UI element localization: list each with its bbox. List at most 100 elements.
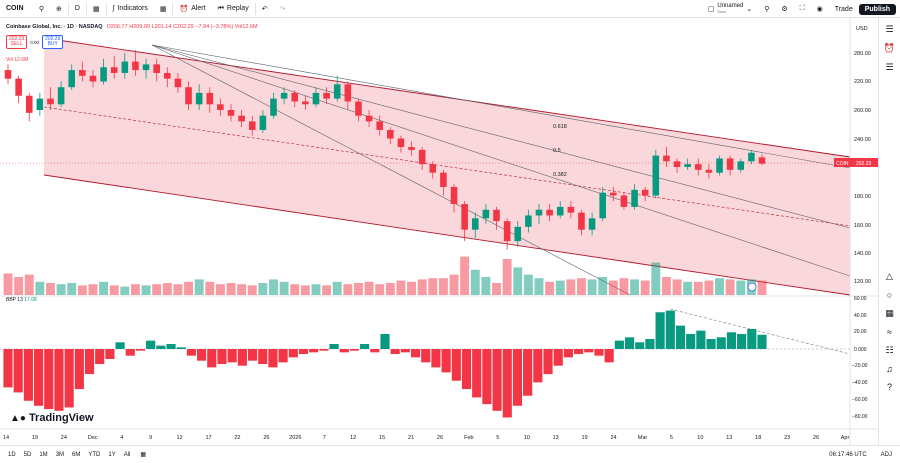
candle-body (610, 192, 617, 196)
volume-bar (587, 279, 597, 295)
candle-body (556, 206, 564, 216)
sell-button[interactable]: 202.29 SELL (6, 35, 28, 49)
volume-bar (226, 283, 236, 295)
layers-icon[interactable]: ☰ (885, 62, 894, 72)
fan-line (151, 44, 851, 229)
volume-legend[interactable]: Vol 12.6M (6, 57, 28, 63)
bbp-bar (696, 330, 706, 349)
bbp-bar (237, 349, 247, 366)
bbp-bar (54, 349, 64, 411)
bbp-bar (349, 349, 360, 351)
alert-button[interactable]: ⏰ Alert (173, 0, 211, 17)
help-icon[interactable]: ? (886, 382, 892, 392)
time-tick: 24 (61, 435, 67, 441)
chart-type-button[interactable]: ▦ (87, 0, 106, 17)
bbp-bar (176, 347, 186, 349)
clock[interactable]: 06:17:46 UTC (829, 452, 867, 458)
interval-button[interactable]: D (69, 0, 86, 17)
settings-button[interactable]: ⚙ (775, 0, 793, 18)
time-tick: 19 (582, 435, 588, 441)
volume-bar (640, 280, 650, 295)
templates-button[interactable]: ▦ (154, 0, 173, 17)
fullscreen-button[interactable]: ⛶ (794, 0, 811, 18)
candle-body (737, 161, 745, 170)
bbp-axis-ticks[interactable]: 60.00 40.00 20.00 0.000 −20.00 −40.00 −6… (852, 296, 868, 420)
buy-button[interactable]: 202.29 BUY (42, 35, 64, 49)
trade-button[interactable]: Trade (829, 0, 859, 18)
candle-body (227, 110, 235, 116)
timeframe-button[interactable]: 6M (72, 451, 81, 458)
bbp-tick: −20.00 (852, 363, 868, 369)
adjust-toggle[interactable]: ADJ (880, 452, 892, 458)
last-price-tag-bg (834, 158, 878, 167)
timeframe-button[interactable]: All (123, 451, 131, 458)
timeframe-button[interactable]: 1Y (108, 451, 116, 458)
volume-bar (162, 283, 172, 295)
publish-button[interactable]: Publish (858, 3, 896, 15)
timeframe-button[interactable]: 1D (8, 451, 16, 458)
bbp-bar (166, 343, 176, 349)
calendar-icon[interactable]: ▦ (885, 308, 894, 318)
candle-body (673, 161, 681, 167)
timeframe-button[interactable]: YTD (88, 451, 101, 458)
symbol-title[interactable]: Coinbase Global, Inc. · 1D · NASDAQ (6, 24, 103, 30)
ideas-icon[interactable]: ○ (886, 290, 893, 300)
replay-button[interactable]: ⏮ Replay (212, 0, 255, 17)
bbp-bar (553, 349, 563, 366)
price-tick: 220.00 (854, 79, 871, 85)
volume-bar (683, 281, 693, 295)
broadcast-icon[interactable]: ≈ (887, 327, 892, 337)
compare-button[interactable]: ⊕ (50, 0, 68, 17)
quick-search-button[interactable]: ⚲ (758, 0, 775, 18)
timeframe-button[interactable]: 1M (39, 451, 48, 458)
grid-icon: ▦ (159, 5, 167, 13)
bbp-trendline (669, 308, 851, 355)
chart-area[interactable]: 0.618 0.5 0.382 USD 280.00 260.00 240.00… (0, 18, 878, 445)
bottom-right: 06:17:46 UTC ADJ (829, 446, 892, 463)
indicators-button[interactable]: ∫ Indicators (107, 0, 154, 17)
price-tick: 260.00 (854, 108, 871, 114)
price-axis-ticks[interactable]: 280.00 260.00 240.00 220.00 180.00 160.0… (854, 51, 871, 285)
volume-bar (619, 278, 629, 295)
candlesticks (4, 50, 766, 250)
candle-body (174, 78, 182, 88)
products-icon[interactable]: ☷ (885, 345, 894, 355)
bbp-bar (410, 349, 421, 358)
redo-button[interactable]: ↷ (274, 0, 292, 17)
tradingview-logo[interactable]: ▲● TradingView (10, 412, 94, 424)
bbp-bar (747, 328, 757, 349)
volume-bar (311, 284, 321, 295)
timeframe-list: 1D 5D 1M 3M 6M YTD 1Y All (0, 452, 134, 458)
candle-body (663, 155, 670, 162)
undo-button[interactable]: ↶ (256, 0, 274, 17)
bbp-bar (156, 345, 166, 349)
bbp-legend[interactable]: BBP 13 17.08 (6, 297, 37, 303)
bbp-bar (502, 349, 512, 418)
timeframe-button[interactable]: 3M (55, 451, 65, 458)
price-tick: 120.00 (854, 279, 871, 285)
time-tick: 2026 (289, 435, 301, 441)
alerts-icon[interactable]: ⏰ (883, 43, 896, 53)
bbp-bar (421, 349, 431, 363)
bbp-bar (757, 334, 767, 349)
candle-body (302, 101, 309, 105)
watchlist-icon[interactable]: ☰ (885, 24, 894, 34)
bbp-bar (23, 349, 33, 401)
symbol-search[interactable]: COIN ⚲ (0, 0, 50, 17)
timeframe-button[interactable]: 5D (23, 451, 32, 458)
candle-body (525, 215, 532, 227)
toolbar-divider (254, 2, 256, 15)
layout-menu[interactable]: ▢ Unnamed Save ⌄ (702, 0, 759, 18)
time-tick: 9 (149, 435, 152, 441)
time-tick: 26 (813, 435, 819, 441)
bbp-bar (13, 349, 23, 393)
chat-icon[interactable]: △ (886, 271, 893, 281)
event-marker[interactable] (747, 282, 757, 292)
bbp-bar (64, 349, 74, 408)
notifications-icon[interactable]: ♫ (886, 364, 893, 374)
candle-body (684, 164, 691, 167)
volume-bar (258, 283, 268, 295)
calendar-range-icon[interactable]: ▦ (140, 452, 147, 458)
snapshot-button[interactable]: ◉ (811, 0, 829, 18)
time-axis[interactable]: 14 19 24 Dec 4 9 12 17 22 26 2026 7 12 15 21 26 Feb 5 10 13… (3, 435, 850, 441)
